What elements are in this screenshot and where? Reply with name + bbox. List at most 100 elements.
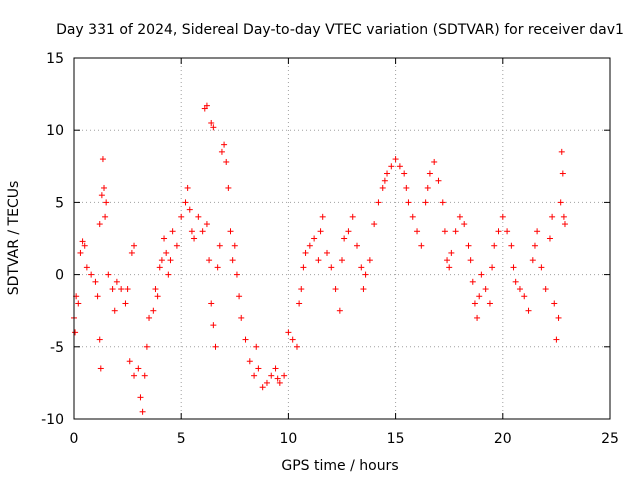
data-point xyxy=(208,119,215,126)
data-point xyxy=(512,278,519,285)
data-point xyxy=(345,228,352,235)
data-point xyxy=(143,343,150,350)
data-point xyxy=(349,213,356,220)
data-point xyxy=(302,249,309,256)
data-point xyxy=(199,228,206,235)
data-point xyxy=(255,365,262,372)
data-point xyxy=(549,213,556,220)
data-point xyxy=(448,249,455,256)
data-point xyxy=(152,286,159,293)
data-point xyxy=(103,199,110,206)
data-point xyxy=(381,177,388,184)
data-point xyxy=(141,372,148,379)
x-axis-label: GPS time / hours xyxy=(281,458,398,474)
data-point xyxy=(96,336,103,343)
data-point xyxy=(169,228,176,235)
data-point xyxy=(392,156,399,163)
data-point xyxy=(531,242,538,249)
data-point xyxy=(173,242,180,249)
data-point xyxy=(137,394,144,401)
data-point xyxy=(482,286,489,293)
data-point xyxy=(81,242,88,249)
data-point xyxy=(191,235,198,242)
data-point xyxy=(131,372,138,379)
data-point xyxy=(113,278,120,285)
data-point xyxy=(163,249,170,256)
data-point xyxy=(360,286,367,293)
x-tick-label: 25 xyxy=(601,431,619,447)
data-point xyxy=(306,242,313,249)
data-point xyxy=(553,336,560,343)
data-point xyxy=(298,286,305,293)
data-point xyxy=(446,264,453,271)
data-point xyxy=(77,249,84,256)
data-point xyxy=(403,184,410,191)
data-point xyxy=(414,228,421,235)
data-point xyxy=(474,314,481,321)
data-point xyxy=(431,158,438,165)
grid-lines xyxy=(74,58,610,419)
data-point xyxy=(521,293,528,300)
y-tick-label: 10 xyxy=(46,123,64,139)
data-point xyxy=(161,235,168,242)
data-point xyxy=(122,300,129,307)
data-point xyxy=(358,264,365,271)
data-point xyxy=(396,163,403,170)
data-point xyxy=(534,228,541,235)
data-point xyxy=(158,257,165,264)
data-point xyxy=(336,307,343,314)
data-point xyxy=(293,343,300,350)
data-point xyxy=(186,206,193,213)
data-point xyxy=(332,286,339,293)
data-point xyxy=(274,375,281,382)
data-point xyxy=(150,307,157,314)
data-point xyxy=(489,264,496,271)
data-point xyxy=(225,184,232,191)
data-point xyxy=(99,156,106,163)
data-point xyxy=(300,264,307,271)
data-point xyxy=(441,228,448,235)
data-point xyxy=(435,177,442,184)
data-point xyxy=(178,213,185,220)
data-point xyxy=(231,242,238,249)
data-point xyxy=(546,235,553,242)
data-point xyxy=(516,286,523,293)
data-point xyxy=(146,314,153,321)
data-point xyxy=(118,286,125,293)
data-point xyxy=(227,228,234,235)
data-point xyxy=(439,199,446,206)
data-point xyxy=(315,257,322,264)
data-point xyxy=(97,365,104,372)
data-point xyxy=(452,228,459,235)
data-point xyxy=(508,242,515,249)
x-tick-label: 20 xyxy=(494,431,512,447)
data-point xyxy=(467,257,474,264)
data-point xyxy=(418,242,425,249)
data-point xyxy=(469,278,476,285)
data-point xyxy=(210,322,217,329)
data-point xyxy=(476,293,483,300)
axis-ticks: 0 5 10 15 20 25 -10 -5 0 5 10 15 xyxy=(41,51,619,447)
data-point xyxy=(268,372,275,379)
data-point xyxy=(72,329,79,336)
x-tick-label: 10 xyxy=(279,431,297,447)
data-point xyxy=(236,293,243,300)
data-point xyxy=(289,336,296,343)
data-point xyxy=(375,199,382,206)
data-point xyxy=(101,184,108,191)
data-point xyxy=(461,221,468,228)
y-tick-label: 0 xyxy=(55,268,64,284)
data-point xyxy=(276,379,283,386)
data-point xyxy=(124,286,131,293)
data-point xyxy=(156,264,163,271)
data-point xyxy=(259,384,266,391)
data-point xyxy=(92,278,99,285)
plot-frame xyxy=(73,57,611,420)
data-point xyxy=(253,343,260,350)
y-tick-label: -10 xyxy=(41,412,64,428)
data-point xyxy=(135,365,142,372)
data-point xyxy=(212,343,219,350)
data-point xyxy=(233,271,240,278)
data-point xyxy=(111,307,118,314)
